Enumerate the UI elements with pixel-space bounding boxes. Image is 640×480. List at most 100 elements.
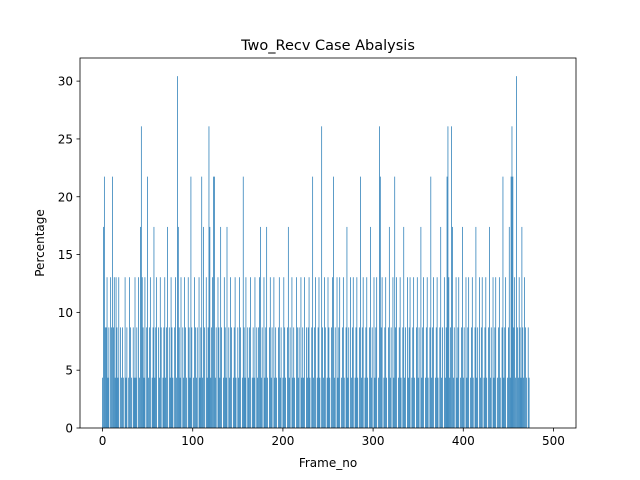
bar: [202, 377, 204, 428]
bar: [113, 277, 115, 428]
bar: [379, 176, 381, 428]
bar: [471, 327, 472, 428]
bar: [505, 277, 507, 428]
bar: [334, 327, 336, 428]
bar: [124, 277, 126, 428]
bar: [351, 327, 353, 428]
bar: [400, 377, 402, 428]
bar: [498, 277, 500, 428]
bar: [211, 327, 213, 428]
bar: [388, 226, 390, 428]
bar: [398, 327, 400, 428]
bar: [492, 277, 494, 428]
bar: [318, 277, 320, 428]
bar: [361, 377, 362, 428]
bar: [324, 277, 325, 428]
bar: [431, 377, 433, 428]
bar: [474, 327, 476, 428]
bar: [376, 277, 378, 428]
bar: [327, 277, 329, 428]
bar: [140, 226, 141, 428]
bar: [291, 277, 293, 428]
bar: [212, 277, 213, 428]
bar: [379, 126, 380, 428]
bar: [365, 327, 367, 428]
x-tick-label: 100: [181, 434, 204, 448]
bar: [275, 327, 277, 428]
bar: [193, 377, 194, 428]
bar: [519, 327, 521, 428]
bar: [263, 277, 265, 428]
bar: [397, 377, 399, 428]
bar: [154, 377, 156, 428]
bar: [251, 377, 253, 428]
bar: [481, 277, 483, 428]
bar: [356, 277, 358, 428]
bar: [512, 176, 514, 428]
bar: [293, 327, 295, 428]
bar: [186, 377, 187, 428]
bar: [394, 176, 396, 428]
bar: [497, 377, 498, 428]
bar: [321, 126, 323, 428]
bar: [278, 277, 280, 428]
bar: [116, 327, 118, 428]
bar: [384, 327, 386, 428]
bar: [298, 327, 300, 428]
y-axis: 0 5 10 15 20 25 30: [58, 75, 80, 436]
bar: [141, 277, 143, 428]
bar: [153, 226, 155, 428]
bar: [175, 277, 176, 428]
bar: [329, 377, 331, 428]
bar: [508, 226, 510, 428]
bar: [188, 327, 190, 428]
bar: [420, 226, 422, 428]
bar: [306, 327, 307, 428]
bar: [105, 327, 107, 428]
bar: [343, 377, 345, 428]
bar: [221, 327, 222, 428]
x-tick-label: 300: [362, 434, 385, 448]
bar: [245, 277, 247, 428]
bar: [308, 277, 310, 428]
bar: [319, 377, 321, 428]
bar: [300, 277, 302, 428]
bar: [304, 277, 305, 428]
bar: [149, 277, 151, 428]
bar: [465, 277, 467, 428]
bar: [149, 327, 150, 428]
bar: [219, 377, 221, 428]
bar: [440, 226, 442, 428]
bar: [103, 176, 105, 428]
bar: [224, 327, 226, 428]
bar: [167, 226, 168, 428]
bar: [412, 327, 414, 428]
bar: [362, 277, 364, 428]
bar-series: [102, 76, 530, 429]
bar: [134, 277, 136, 428]
y-tick-label: 20: [58, 190, 73, 204]
bar: [504, 327, 506, 428]
bar: [138, 277, 139, 428]
bar: [460, 377, 461, 428]
bar: [417, 377, 419, 428]
bar: [187, 277, 189, 428]
bar: [122, 327, 123, 428]
bar: [502, 176, 504, 428]
bar: [418, 327, 420, 428]
bar: [189, 377, 191, 428]
bar: [332, 277, 333, 428]
bar: [132, 327, 134, 428]
bar: [409, 277, 411, 428]
bar: [311, 327, 313, 428]
bar: [326, 377, 328, 428]
bar: [244, 377, 246, 428]
bar: [333, 176, 334, 428]
bar: [511, 126, 513, 428]
bar: [309, 377, 311, 428]
bar: [139, 377, 140, 428]
bar: [411, 377, 413, 428]
bar: [348, 327, 350, 428]
bar: [524, 277, 525, 428]
bar: [521, 226, 523, 428]
